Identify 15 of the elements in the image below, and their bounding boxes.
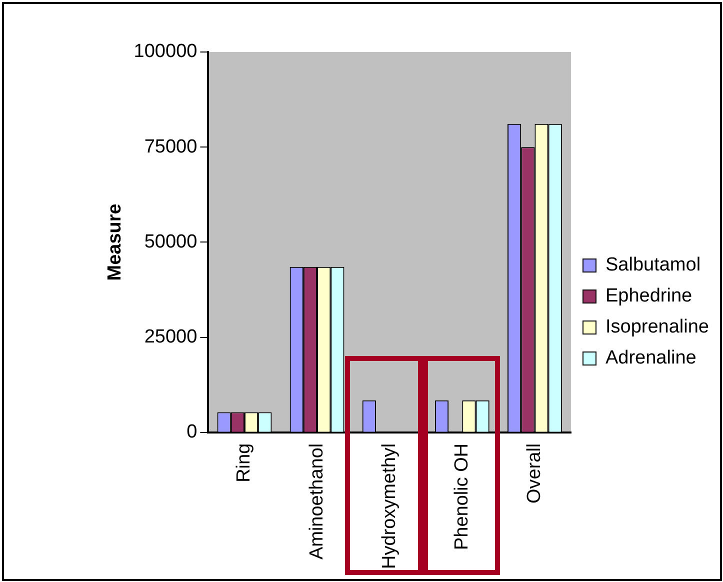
x-tick-label: Phenolic OH [451,443,472,550]
x-tick-label: Hydroxymethyl [378,443,400,570]
legend-label: Adrenaline [605,348,696,369]
x-tick-label: Ring [234,443,255,482]
legend-label: Isoprenaline [605,316,710,338]
y-tick-label: 50000 [144,231,198,252]
legend-label: Salbutamol [605,254,701,276]
x-tick-label: Aminoethanol [306,443,328,560]
y-tick-label: 0 [186,422,198,443]
y-tick-label: 100000 [134,41,198,62]
y-axis-title: Measure [104,204,126,281]
x-tick-label: Overall [524,443,545,504]
y-tick-label: 75000 [144,136,198,158]
legend-label: Ephedrine [605,286,692,307]
y-tick-label: 25000 [144,326,198,348]
